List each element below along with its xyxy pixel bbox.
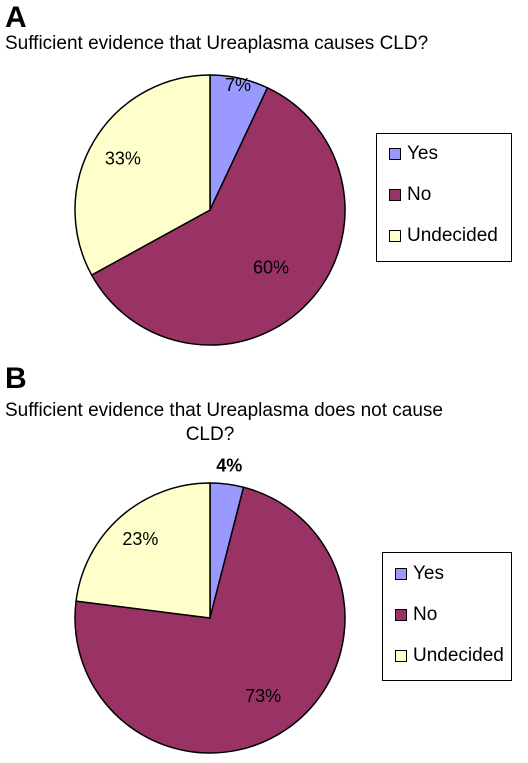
pie-slice-no <box>74 486 346 754</box>
legend-item-undecided: Undecided <box>395 645 504 667</box>
panel-b-letter: B <box>5 362 27 395</box>
pie-slice-undecided <box>75 482 211 619</box>
panel-b-title-line1: Sufficient evidence that Ureaplasma does… <box>5 400 443 421</box>
legend-label-no: No <box>407 184 432 205</box>
legend-swatch-undecided <box>389 230 401 242</box>
legend-label-no: No <box>413 604 438 625</box>
legend-label-undecided: Undecided <box>413 645 504 666</box>
legend-swatch-yes <box>389 148 401 160</box>
legend-swatch-no <box>389 189 401 201</box>
legend-label-yes: Yes <box>407 143 438 164</box>
legend-item-no: No <box>389 184 431 206</box>
legend-a: Yes No Undecided <box>376 133 512 262</box>
panel-a-letter: A <box>5 1 27 34</box>
legend-b: Yes No Undecided <box>382 552 512 681</box>
pie-label-yes: 7% <box>225 75 251 95</box>
legend-item-undecided: Undecided <box>389 225 498 247</box>
pie-label-yes: 4% <box>216 455 242 475</box>
pie-chart-a: 7% 60% 33% <box>74 74 346 346</box>
legend-item-no: No <box>395 604 437 626</box>
panel-a-title: Sufficient evidence that Ureaplasma caus… <box>5 33 429 54</box>
legend-item-yes: Yes <box>395 563 444 585</box>
pie-label-undecided: 33% <box>105 148 141 168</box>
legend-swatch-no <box>395 609 407 621</box>
legend-swatch-undecided <box>395 650 407 662</box>
panel-b-title-line2: CLD? <box>185 424 235 445</box>
legend-item-yes: Yes <box>389 143 438 165</box>
legend-label-undecided: Undecided <box>407 225 498 246</box>
pie-label-no: 60% <box>253 257 289 277</box>
pie-slice-undecided <box>74 74 211 277</box>
legend-swatch-yes <box>395 568 407 580</box>
pie-label-no: 73% <box>245 686 281 706</box>
pie-slice-no <box>90 86 346 346</box>
pie-label-undecided: 23% <box>122 529 158 549</box>
legend-label-yes: Yes <box>413 563 444 584</box>
pie-chart-b: 4% 73% 23% <box>74 455 346 754</box>
